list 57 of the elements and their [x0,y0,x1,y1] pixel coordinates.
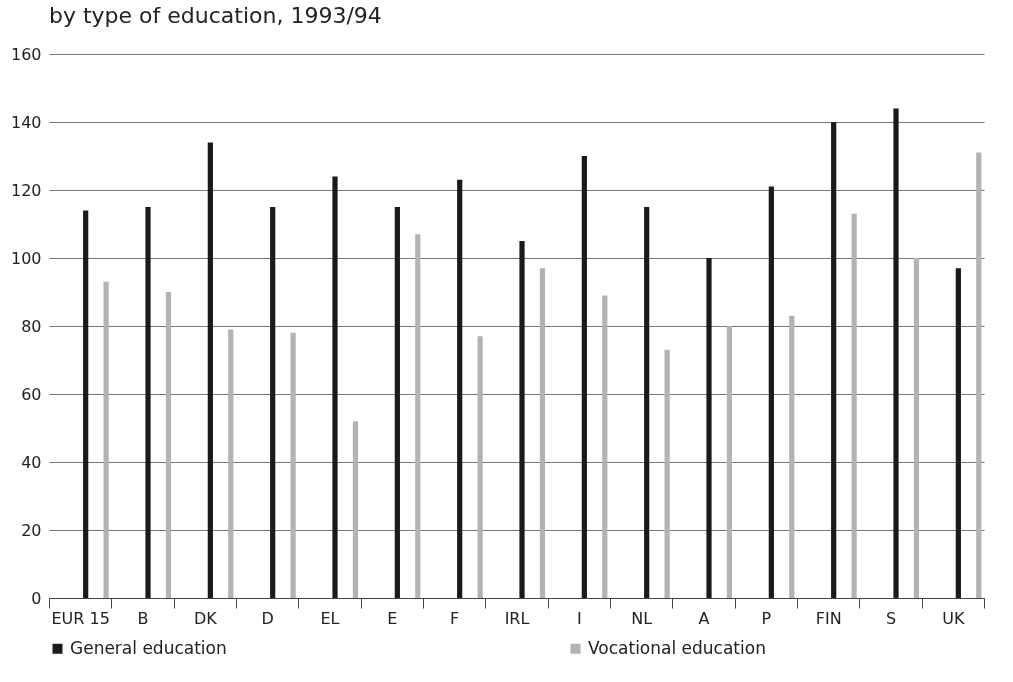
x-tick-label: D [261,608,274,628]
x-tick-label: NL [631,608,653,628]
bar [955,268,961,598]
legend-label: Vocational education [588,637,766,658]
y-tick-label: 140 [10,112,42,132]
bar [976,152,982,598]
bar [519,241,525,598]
bar [539,268,546,598]
x-tick-label: E [387,608,398,628]
x-tick-label: F [450,608,460,628]
bar [581,156,587,598]
bar [644,207,650,598]
x-tick-label: A [698,608,710,628]
bar [103,281,109,598]
bar [415,234,421,598]
y-tick-label: 160 [10,44,42,64]
bar [352,421,359,598]
bar [851,213,857,598]
y-tick-label: 60 [21,384,42,404]
bar [83,210,89,598]
bar [477,336,483,598]
bar [726,326,733,598]
x-tick-label: P [761,608,772,628]
bar [228,329,234,598]
x-tick-label: FIN [815,608,842,628]
x-tick-label: EL [320,608,340,628]
legend-label: General education [70,637,227,658]
bar [831,122,837,598]
y-tick-label: 40 [21,452,42,472]
x-tick-label: B [137,608,149,628]
bar [706,258,712,598]
x-tick-label: DK [193,608,218,628]
y-tick-label: 0 [31,588,42,608]
y-tick-label: 100 [10,248,42,268]
bar [332,176,338,598]
bar [602,295,608,598]
x-tick-label: S [885,608,897,628]
bar [768,186,774,598]
y-tick-label: 20 [21,520,42,540]
bar [893,108,899,598]
bar [457,179,463,598]
y-tick-label: 120 [10,180,42,200]
x-tick-label: UK [942,608,965,628]
x-tick-label: I [576,608,582,628]
bar [270,207,276,598]
bar [165,292,172,598]
bar [145,207,151,598]
bar [789,315,795,598]
bar [394,207,400,598]
bar [913,258,920,598]
x-tick-label: IRL [504,608,530,628]
bar [664,349,670,598]
chart-title: by type of education, 1993/94 [49,3,382,28]
y-tick-label: 80 [21,316,42,336]
x-tick-label: EUR 15 [51,608,110,628]
bar [290,332,296,598]
bar [207,142,213,598]
